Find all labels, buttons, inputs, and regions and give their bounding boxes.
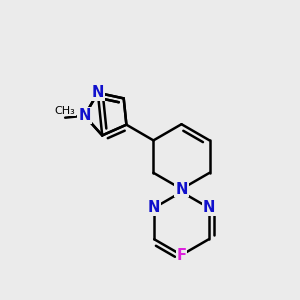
Text: N: N: [175, 182, 188, 196]
Text: N: N: [78, 108, 91, 123]
Text: F: F: [176, 248, 187, 262]
Text: N: N: [202, 200, 215, 215]
Text: CH₃: CH₃: [55, 106, 76, 116]
Text: N: N: [148, 200, 161, 215]
Text: N: N: [92, 85, 104, 100]
